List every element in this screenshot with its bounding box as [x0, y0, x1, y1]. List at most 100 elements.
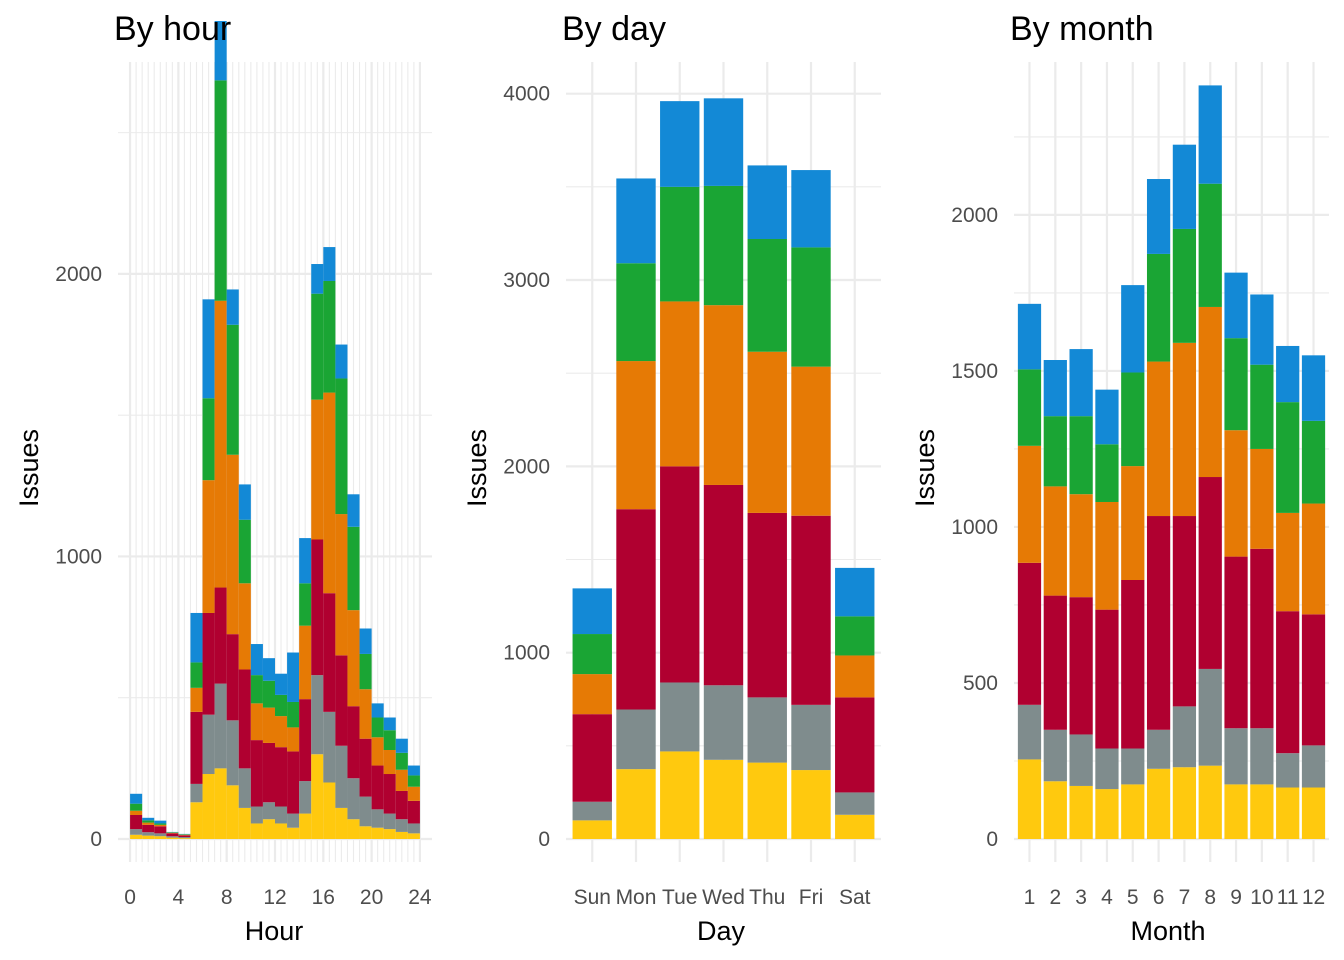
y-tick-label: 2000: [503, 455, 550, 478]
bar-segment-22-6: [395, 738, 408, 753]
bar-segment-15-2: [311, 675, 324, 755]
x-tick-label: 1: [1024, 886, 1036, 909]
bar-segment-13-1: [287, 827, 300, 839]
bar-segment-10-4: [250, 703, 263, 741]
bar-segment-1-6: [142, 817, 155, 821]
bar-segment-9-3: [1224, 556, 1248, 729]
bar-segment-13-5: [287, 701, 300, 728]
bar-segment-21-3: [383, 774, 396, 814]
bar-segment-Fri-4: [791, 366, 831, 516]
panel-2: 0 1000 2000 3000 4000 Sun Mon Tue Wed Thu Fri Sat By…: [462, 10, 881, 946]
bar-segment-20-4: [371, 737, 384, 766]
bar-segment-5-5: [1121, 372, 1145, 467]
bar-segment-21-5: [383, 730, 396, 750]
x-tick-label: 4: [1101, 886, 1113, 909]
bar-segment-Thu-4: [747, 351, 787, 513]
bar-segment-10-1: [250, 823, 263, 839]
bar-segment-Sun-6: [572, 588, 612, 635]
bars: [572, 98, 875, 839]
bar-segment-3-1: [166, 837, 179, 839]
bar-segment-1-2: [142, 832, 155, 836]
bar-segment-5-1: [1121, 784, 1145, 839]
bar-segment-Sun-4: [572, 674, 612, 715]
bar-segment-Tue-3: [660, 466, 700, 683]
bar-segment-6-2: [1146, 729, 1171, 769]
y-tick-label: 500: [963, 672, 998, 695]
bar-segment-6-4: [1146, 361, 1171, 517]
x-tick-label: 7: [1179, 886, 1191, 909]
bar-segment-11-4: [262, 707, 275, 743]
bar-segment-12-6: [275, 673, 288, 695]
bar-segment-19-2: [359, 796, 372, 827]
bar-segment-3-4: [1069, 494, 1093, 598]
y-tick-labels: 0 1000 2000: [55, 263, 102, 851]
bar-segment-10-3: [1250, 548, 1274, 729]
bar-segment-1-1: [142, 835, 155, 839]
bar-segment-10-2: [1250, 728, 1274, 785]
bar-segment-Mon-3: [616, 509, 656, 710]
bar-segment-Thu-1: [747, 762, 787, 839]
bar-segment-2-1: [1043, 781, 1067, 839]
bar-segment-5-6: [1121, 285, 1145, 373]
bar-segment-10-1: [1250, 784, 1274, 839]
bar-segment-Sun-1: [572, 820, 612, 839]
bar-segment-Sun-3: [572, 714, 612, 802]
bar-segment-Fri-2: [791, 704, 831, 771]
bar-segment-4-4: [1095, 501, 1119, 610]
bar-segment-9-6: [238, 484, 251, 520]
y-axis-title: Issues: [910, 429, 940, 507]
bar-segment-15-5: [311, 293, 324, 400]
x-tick-labels: 0 4 8 12 16 20 24: [124, 886, 432, 909]
bar-segment-8-4: [1198, 306, 1222, 478]
bar-segment-7-5: [214, 80, 227, 301]
bar-segment-23-2: [407, 823, 420, 834]
bar-segment-3-3: [1069, 597, 1093, 735]
bar-segment-16-3: [323, 593, 336, 712]
bar-segment-0-4: [130, 810, 143, 815]
bar-segment-6-5: [1146, 253, 1171, 362]
bar-segment-18-4: [347, 610, 360, 707]
bar-segment-22-1: [395, 831, 408, 839]
bar-segment-4-4: [178, 834, 191, 836]
bar-segment-5-3: [190, 711, 203, 784]
x-tick-label: Sun: [574, 886, 611, 909]
bar-segment-7-4: [1172, 342, 1197, 517]
bar-segment-2-2: [1043, 729, 1067, 782]
bar-segment-2-6: [1043, 360, 1067, 417]
bar-segment-17-6: [335, 344, 348, 379]
bar-segment-10-5: [250, 675, 263, 704]
bar-segment-19-3: [359, 738, 372, 797]
bar-segment-12-2: [275, 806, 288, 824]
bar-segment-1-3: [142, 824, 155, 833]
bar-segment-12-4: [275, 716, 288, 748]
x-tick-label: Sat: [839, 886, 871, 909]
bar-segment-20-5: [371, 717, 384, 738]
bar-segment-11-3: [262, 742, 275, 803]
bar-segment-Fri-6: [791, 170, 831, 248]
bar-segment-9-5: [238, 519, 251, 584]
bar-segment-22-5: [395, 752, 408, 770]
bar-segment-0-2: [130, 829, 143, 835]
bar-segment-5-2: [1121, 748, 1145, 785]
bar-segment-Mon-6: [616, 178, 656, 264]
x-tick-label: Mon: [616, 886, 657, 909]
bar-segment-11-2: [262, 802, 275, 820]
bar-segment-23-6: [407, 765, 420, 776]
bar-segment-1-2: [1017, 704, 1042, 760]
bar-segment-6-6: [1146, 179, 1171, 254]
bar-segment-Thu-2: [747, 697, 787, 763]
bar-segment-20-3: [371, 765, 384, 810]
bar-segment-0-5: [130, 803, 143, 811]
x-axis-title: Hour: [245, 916, 304, 946]
bar-segment-Thu-3: [747, 512, 787, 698]
bar-segment-8-1: [226, 785, 239, 839]
bars: [1017, 85, 1326, 839]
bar-segment-3-2: [1069, 734, 1093, 786]
x-tick-labels: 1 2 3 4 5 6 7 8 9 10 11 12: [1024, 886, 1326, 909]
bar-segment-16-4: [323, 392, 336, 594]
y-tick-label: 0: [90, 828, 102, 851]
y-tick-label: 0: [538, 828, 550, 851]
bar-segment-11-6: [1276, 345, 1300, 403]
x-tick-label: 20: [360, 886, 383, 909]
